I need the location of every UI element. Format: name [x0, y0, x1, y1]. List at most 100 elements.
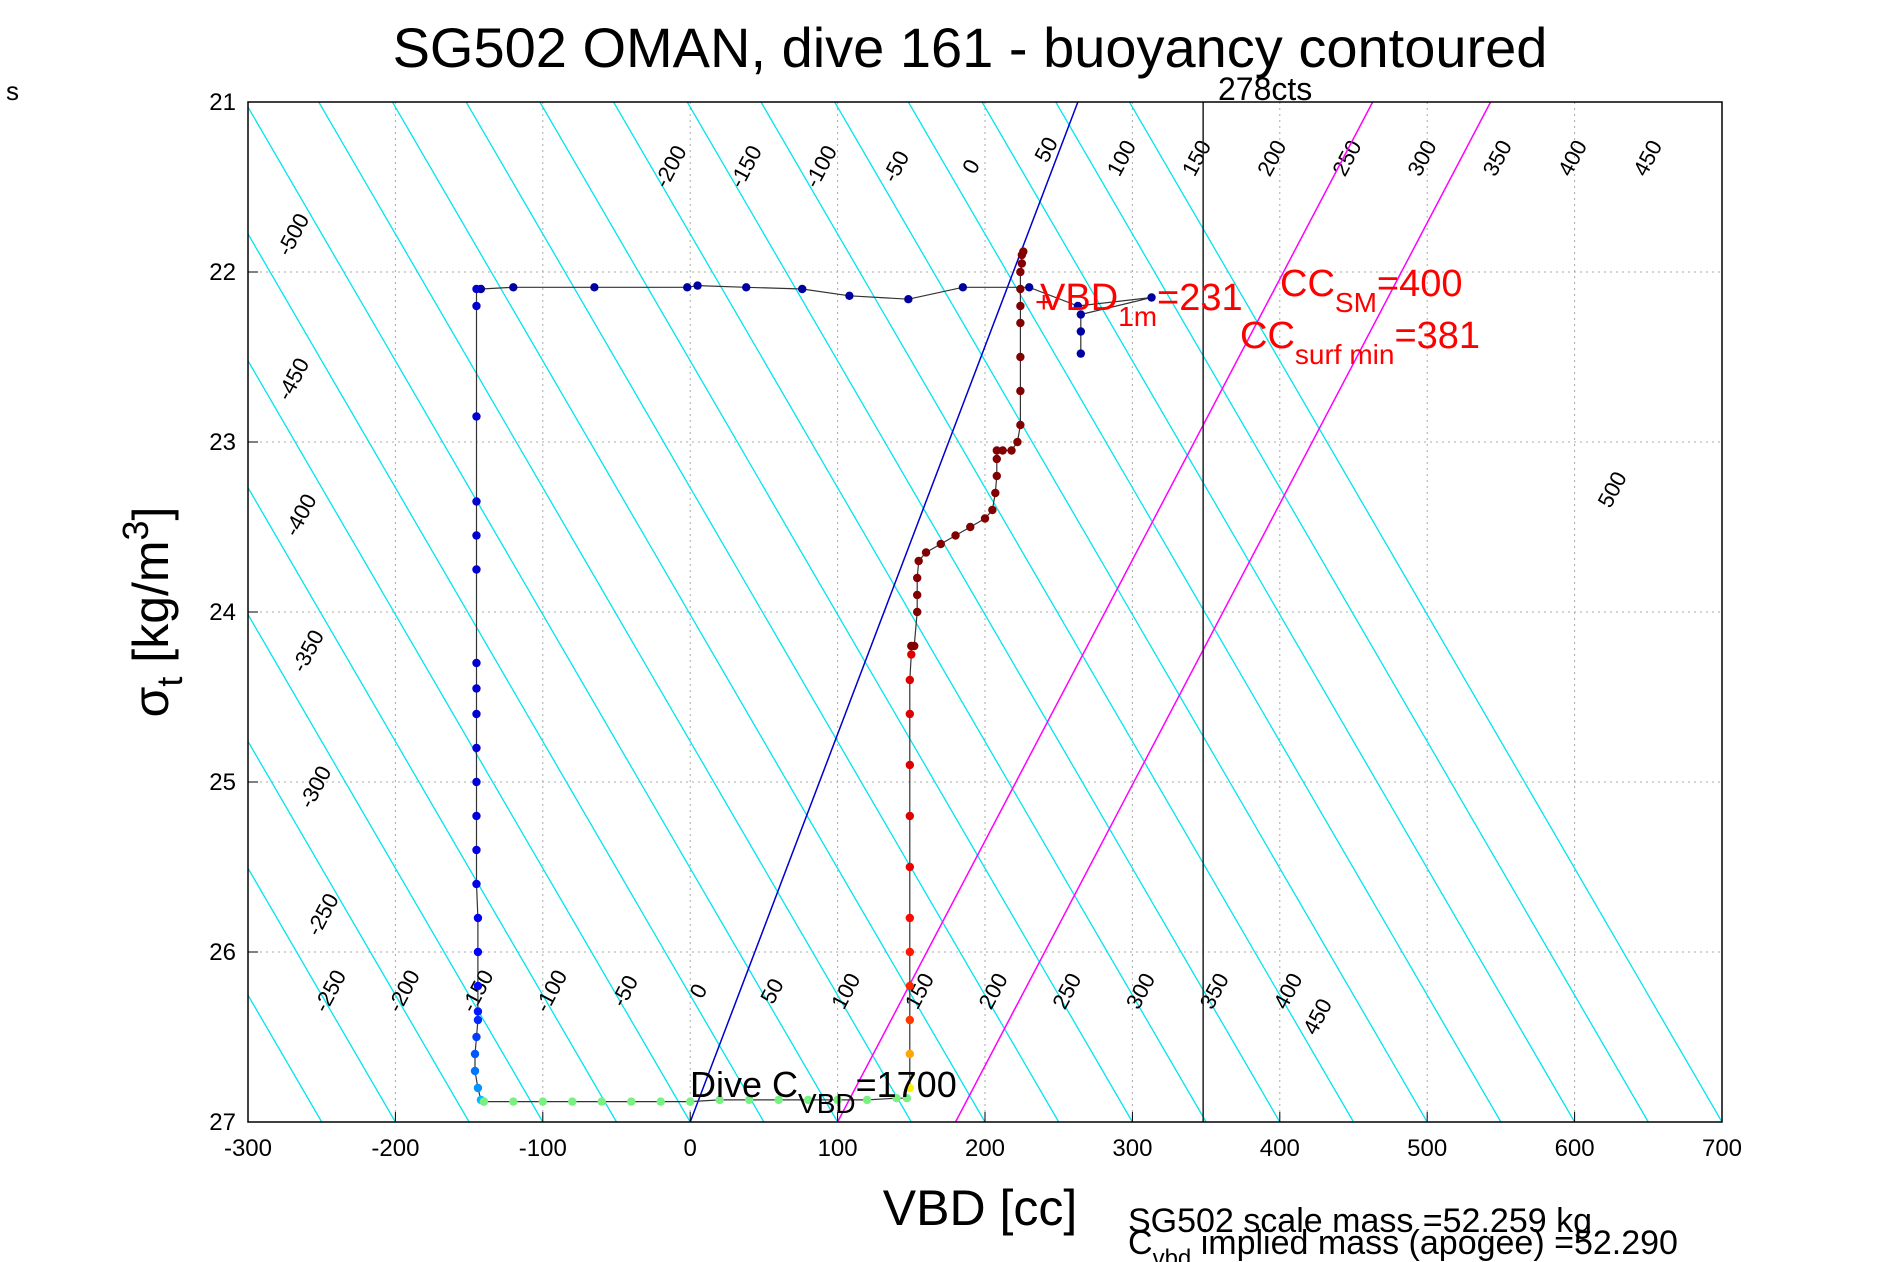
- climb-point: [992, 471, 1001, 481]
- contour-line: [391, 102, 986, 1122]
- bottom-point: [479, 1097, 489, 1106]
- neutral-buoyancy-line: [689, 102, 1079, 1122]
- surface-point: [683, 283, 692, 292]
- bottom-point: [656, 1097, 665, 1106]
- implied-mass-text: Cvbd implied mass (apogee) =52.290: [1128, 1224, 1678, 1262]
- contour-line: [248, 740, 470, 1122]
- dive-point: [472, 845, 481, 855]
- x-tick-label: -300: [224, 1135, 272, 1162]
- buoyancy-contours: [248, 102, 1722, 1122]
- climb-point: [1016, 386, 1025, 396]
- climb-point: [912, 607, 922, 617]
- dive-point: [472, 709, 481, 719]
- contour-line: [248, 866, 396, 1122]
- ccsm-main: CC: [1280, 263, 1335, 305]
- ccsurf-tail: =381: [1394, 315, 1480, 357]
- dive-point: [473, 1015, 483, 1025]
- surface-point: [1025, 283, 1034, 292]
- climb-point: [936, 539, 945, 549]
- x-tick-label: 100: [818, 1135, 858, 1162]
- bottom-point: [803, 1095, 813, 1105]
- contour-line: [1055, 102, 1649, 1122]
- climb-point: [905, 811, 915, 821]
- climb-point: [1019, 247, 1028, 256]
- y-tick-label: 24: [209, 599, 236, 626]
- bottom-point: [744, 1095, 754, 1105]
- climb-point: [988, 505, 997, 515]
- x-tick-label: 0: [684, 1135, 697, 1162]
- climb-point: [905, 675, 915, 685]
- dive-point: [473, 913, 483, 923]
- surface-point: [1076, 310, 1086, 319]
- ccsm-sub: SM: [1335, 287, 1377, 318]
- bottom-line: [483, 1097, 907, 1103]
- dive-point: [472, 284, 481, 294]
- vertical-line-label: 278cts: [1218, 71, 1312, 107]
- implied-tail: implied mass (apogee) =52.290: [1191, 1224, 1678, 1262]
- y-tick-label: 21: [209, 89, 236, 116]
- bottom-point: [833, 1095, 842, 1105]
- climb-point: [905, 709, 915, 719]
- y-tick-label: 22: [209, 259, 236, 286]
- contour-line: [318, 102, 912, 1122]
- contour-line: [539, 102, 1133, 1122]
- climb-point: [1016, 301, 1025, 311]
- bottom-point: [902, 1094, 912, 1103]
- dive-point: [472, 301, 481, 311]
- climb-point: [951, 531, 960, 540]
- y-axis-label-unit: [kg/m: [123, 540, 179, 676]
- x-tick-label: 400: [1260, 1135, 1300, 1162]
- climb-point: [1016, 318, 1025, 328]
- implied-main: C: [1128, 1224, 1153, 1262]
- dive-cvbd-annotation: Dive CVBD=1700: [690, 1064, 957, 1119]
- y-tick-label: 26: [209, 939, 236, 966]
- y-axis-ticks: 21 22 23 24 25 26 27: [209, 89, 258, 1136]
- x-tick-label: 200: [965, 1135, 1005, 1162]
- y-axis-label: σt [kg/m3]: [115, 507, 190, 718]
- dive-cvbd-main: Dive C: [690, 1064, 798, 1105]
- y-tick-label: 27: [209, 1109, 236, 1136]
- dive-point: [472, 658, 481, 668]
- ccsurf-main: CC: [1240, 315, 1295, 357]
- surface-point: [1073, 301, 1083, 311]
- dive-point: [472, 497, 481, 506]
- bottom-point: [568, 1097, 577, 1106]
- reference-lines: [689, 102, 1492, 1122]
- climb-point: [907, 650, 916, 659]
- climb-point: [905, 1083, 915, 1093]
- bottom-point: [538, 1097, 547, 1106]
- ccsurf-annotation: CCsurf min=381: [1240, 315, 1480, 370]
- surface-point: [958, 283, 968, 292]
- x-axis-ticks: -300 -200 -100 0 100 200 300 400 500 600 700: [224, 1112, 1742, 1162]
- bottom-point: [862, 1095, 872, 1105]
- svg-text:σt [kg/m3]: σt [kg/m3]: [115, 507, 190, 718]
- contour-line: [907, 102, 1502, 1122]
- scale-mass-text: SG502 scale mass =52.259 kg: [1128, 1202, 1592, 1240]
- climb-point: [992, 454, 1001, 464]
- dive-point: [472, 565, 481, 574]
- contour-line: [248, 486, 618, 1122]
- dive-point: [473, 947, 483, 957]
- dive-point: [470, 1049, 480, 1059]
- x-tick-label: -200: [371, 1135, 419, 1162]
- red-annotations: + VBD1m=231 CCSM=400 CCsurf min=381: [1035, 263, 1480, 370]
- climb-point: [905, 981, 915, 991]
- surface-point: [742, 283, 751, 292]
- corner-label: s: [6, 76, 19, 106]
- y-axis-label-sup: 3: [115, 520, 156, 540]
- dive-point: [472, 811, 481, 821]
- dive-point: [472, 531, 481, 540]
- contour-line: [1128, 102, 1722, 1122]
- climb-point: [905, 913, 915, 923]
- y-tick-label: 25: [209, 769, 236, 796]
- surface-point: [845, 291, 854, 300]
- bottom-point: [715, 1095, 724, 1105]
- climb-point: [905, 1015, 915, 1025]
- y-axis-label-close: ]: [123, 507, 179, 521]
- climb-point: [980, 514, 990, 523]
- x-tick-label: 600: [1555, 1135, 1595, 1162]
- climb-point: [1017, 259, 1027, 268]
- bottom-point: [774, 1095, 783, 1105]
- climb-point: [992, 446, 1001, 455]
- surface-point: [798, 284, 807, 294]
